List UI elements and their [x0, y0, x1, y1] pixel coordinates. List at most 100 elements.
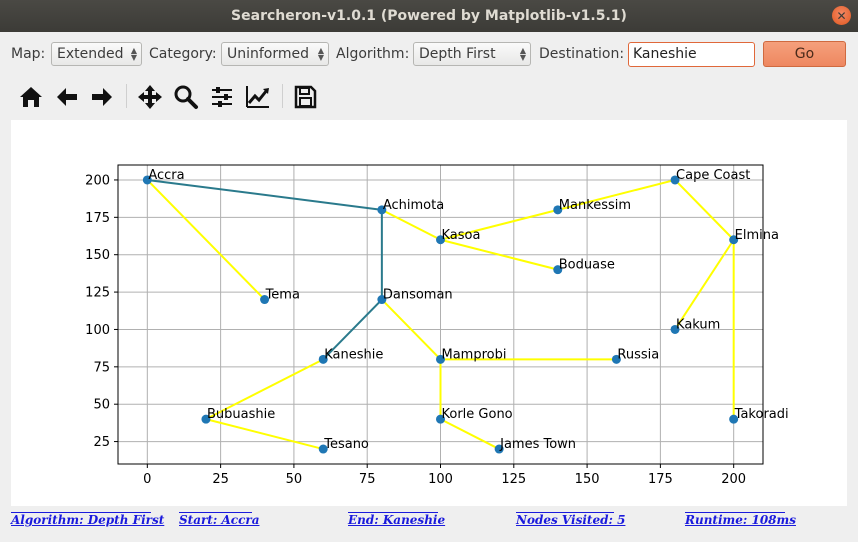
forward-icon [92, 88, 112, 106]
graph-node [436, 414, 445, 424]
node-label: Takoradi [734, 407, 789, 422]
graph-edge [674, 179, 735, 241]
spinner-arrows-icon: ▲ ▼ [130, 46, 137, 62]
node-label: Mankessim [559, 198, 631, 213]
graph-node [377, 205, 387, 215]
map-select[interactable]: Extended ▲ ▼ [51, 42, 142, 66]
subplots-icon [212, 87, 232, 107]
graph-node [729, 235, 739, 245]
back-button[interactable] [53, 83, 81, 111]
x-tick-label: 50 [286, 472, 303, 487]
toolbar-divider [282, 84, 283, 108]
home-icon [20, 87, 42, 107]
x-tick-label: 150 [575, 472, 600, 487]
status-divider [348, 512, 438, 513]
path-edge [322, 298, 383, 361]
node-label: Tema [265, 288, 300, 303]
node-label: Dansoman [383, 288, 453, 303]
search-graph-chart: 0 25 50 75 100 125 150 175 200 25 50 75 100 125 150 175… [85, 164, 789, 487]
graph-edge [557, 178, 676, 211]
node-label: Boduase [559, 258, 615, 273]
y-tick-label: 75 [93, 360, 110, 375]
graph-edge [440, 208, 559, 241]
status-algorithm: Algorithm: Depth First [11, 513, 165, 527]
x-tick-label: 200 [721, 472, 746, 487]
path-edge [147, 178, 382, 211]
graph-node [201, 414, 211, 424]
x-tick-label: 125 [501, 472, 526, 487]
back-icon [57, 88, 77, 106]
destination-input[interactable]: Kaneshie [628, 42, 755, 67]
graph-node [436, 235, 445, 245]
save-icon [294, 85, 317, 109]
graph-node [670, 175, 680, 185]
subplots-button[interactable] [208, 83, 236, 111]
pan-icon [138, 85, 162, 109]
graph-edge [440, 238, 559, 271]
algorithm-label: Algorithm: [336, 46, 410, 62]
node-label: Mamprobi [442, 347, 507, 362]
status-start: Start: Accra [179, 513, 260, 527]
x-tick-label: 25 [212, 472, 229, 487]
node-label: Korle Gono [442, 407, 513, 422]
destination-input-value: Kaneshie [633, 46, 697, 62]
y-tick-label: 200 [85, 173, 110, 188]
graph-edge [381, 208, 441, 241]
graph-node [494, 444, 504, 454]
graph-node [318, 444, 328, 454]
graph-node [377, 295, 387, 305]
y-tick-label: 50 [93, 398, 110, 413]
graph-node [670, 324, 680, 334]
node-label: Bubuashie [207, 407, 275, 422]
graph-edge [674, 239, 735, 330]
node-label: Accra [148, 168, 184, 183]
node-label: Kasoa [442, 228, 481, 243]
x-tick-label: 75 [359, 472, 376, 487]
status-divider [516, 512, 614, 513]
node-label: Kakum [676, 317, 720, 332]
status-end: End: Kaneshie [348, 513, 446, 527]
graph-node [260, 295, 270, 305]
graph-edge [146, 179, 266, 301]
x-tick-label: 100 [428, 472, 453, 487]
algorithm-select[interactable]: Depth First ▲ ▼ [413, 42, 531, 66]
status-runtime: Runtime: 108ms [685, 513, 796, 527]
x-tick-label: 0 [143, 472, 151, 487]
node-label: Tesano [323, 437, 369, 452]
graph-node [553, 205, 563, 215]
plot-canvas[interactable]: 0 25 50 75 100 125 150 175 200 25 50 75 100 125 150 175… [11, 120, 847, 506]
forward-button[interactable] [88, 83, 116, 111]
go-button[interactable]: Go [763, 41, 846, 67]
graph-edge [381, 298, 442, 361]
category-label: Category: [149, 46, 217, 62]
controls-bar: Map: Extended ▲ ▼ Category: Uninformed ▲ ▼… [0, 40, 858, 70]
graph-node [436, 354, 445, 364]
toolbar-divider [126, 84, 127, 108]
close-button[interactable]: ✕ [832, 6, 851, 25]
graph-edge [205, 358, 324, 421]
algorithm-select-value: Depth First [419, 46, 496, 62]
graph-edge [440, 418, 500, 450]
status-divider [11, 512, 151, 513]
node-label: Achimota [383, 198, 444, 213]
status-divider [685, 512, 785, 513]
edit-curves-button[interactable] [244, 83, 272, 111]
status-divider [179, 512, 252, 513]
node-label: Elmina [735, 228, 779, 243]
y-tick-label: 125 [85, 286, 110, 301]
graph-node [142, 175, 152, 185]
node-label: Russia [617, 347, 659, 362]
category-select[interactable]: Uninformed ▲ ▼ [221, 42, 329, 66]
graph-node [318, 354, 328, 364]
map-select-value: Extended [57, 46, 124, 62]
save-button[interactable] [291, 83, 319, 111]
node-label: Cape Coast [676, 168, 750, 183]
y-tick-label: 100 [85, 323, 110, 338]
plot-toolbar [0, 80, 858, 112]
y-tick-label: 25 [93, 435, 110, 450]
pan-button[interactable] [136, 83, 164, 111]
zoom-button[interactable] [172, 83, 200, 111]
home-button[interactable] [17, 83, 45, 111]
status-nodes-visited: Nodes Visited: 5 [516, 513, 626, 527]
graph-node [729, 414, 739, 424]
